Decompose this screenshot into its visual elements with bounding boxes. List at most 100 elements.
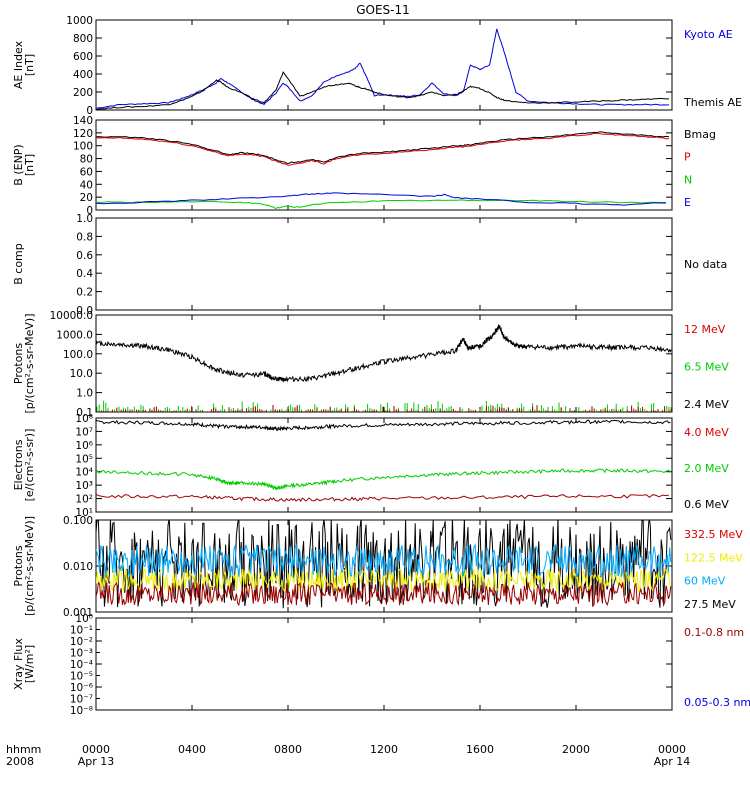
series-bmag [96, 131, 670, 165]
legend-entry: 2.0 MeV [684, 462, 729, 475]
legend-entry: 6.5 MeV [684, 361, 729, 374]
series-2-4-mev [96, 405, 672, 412]
ylabel: B (ENP)[nT] [12, 144, 36, 185]
ytick-label: 600 [73, 51, 93, 63]
ytick-label: 0.1 [76, 407, 93, 419]
legend-entry: 4.0 MeV [684, 426, 729, 439]
ylabel-line: [W/m²] [23, 645, 36, 683]
ytick-label: 10⁰ [75, 613, 93, 625]
panel-frame [95, 314, 673, 413]
ylabel-line: [p/(cm²-s-sr-MeV)] [23, 516, 36, 616]
legend-entry: Kyoto AE [684, 28, 733, 41]
panel-frame [95, 217, 673, 311]
panel-frame [95, 19, 673, 111]
ytick-label: 60 [80, 166, 93, 178]
ytick-label: 10⁶ [75, 440, 93, 452]
ylabel-line: [nT] [23, 154, 36, 176]
ylabel: Electrons[e/(cm²-s-sr)] [12, 429, 36, 502]
series-122-5-mev [96, 567, 672, 594]
ytick-label: 800 [73, 33, 93, 45]
ytick-label: 120 [73, 128, 93, 140]
ytick-label: 0.6 [76, 250, 93, 262]
ytick-label: 0.2 [76, 287, 93, 299]
series-27-5-mev [96, 581, 672, 608]
panel-4: 0.1 1.0 10.0 100.0 1000.0 10000.0 Protons[p/(c… [12, 310, 729, 419]
ylabel: AE Index[nT] [12, 40, 36, 89]
panel-3: 0.0 0.2 0.4 0.6 0.8 1.0 B comp No data [12, 213, 727, 317]
ylabel-line: Xray Flux [12, 638, 25, 690]
ytick-label: 200 [73, 87, 93, 99]
ytick-label: 1.0 [76, 213, 93, 225]
ytick-label: 0.0 [76, 305, 93, 317]
ytick-label: 10³ [75, 480, 93, 492]
footer-hhmm: hhmm [6, 743, 41, 756]
legend-entry: E [684, 196, 691, 209]
ylabel-line: AE Index [12, 40, 25, 89]
ytick-label: 100.0 [63, 349, 93, 361]
legend-entry: 60 MeV [684, 575, 726, 588]
ytick-label: 1000 [66, 15, 93, 27]
footer-year: 2008 [6, 755, 34, 768]
ytick-label: 10⁻⁶ [70, 682, 93, 694]
xtick-label: 1600 [466, 743, 494, 756]
legend-entry: 332.5 MeV [684, 528, 743, 541]
legend-entry: 0.05-0.3 nm [684, 696, 750, 709]
ylabel-line: Protons [12, 545, 25, 586]
ytick-label: 10⁻¹ [70, 625, 93, 637]
series-12-mev [96, 324, 672, 383]
ylabel: Protons[p/(cm²-s-sr-MeV)] [12, 314, 36, 414]
ytick-label: 0.8 [76, 231, 93, 243]
ytick-label: 0.100 [63, 515, 93, 527]
series-60-mev [96, 543, 672, 579]
ytick-label: 10⁴ [75, 467, 93, 479]
ytick-label: 10⁵ [75, 453, 93, 465]
panel-6: 0.001 0.010 0.100 Protons[p/(cm²-s-sr-MeV)]… [12, 515, 743, 619]
ytick-label: 0.001 [63, 607, 93, 619]
series-kyoto-ae [96, 28, 670, 109]
legend-entry: 12 MeV [684, 323, 726, 336]
ylabel-line: B (ENP) [12, 144, 25, 185]
xtick-label: 1200 [370, 743, 398, 756]
xtick-label: 2000 [562, 743, 590, 756]
legend-entry: 0.6 MeV [684, 498, 729, 511]
series-0-6-mev [96, 494, 669, 503]
ytick-label: 1.0 [76, 388, 93, 400]
ylabel: B comp [12, 243, 25, 285]
ytick-label: 20 [80, 192, 93, 204]
figure-title: GOES-11 [356, 3, 410, 17]
series-p [96, 132, 670, 166]
ytick-label: 400 [73, 69, 93, 81]
series-2-0-mev [96, 468, 671, 491]
ytick-label: 10¹ [75, 507, 93, 519]
legend-entry: No data [684, 258, 727, 271]
ylabel-line: Protons [12, 343, 25, 384]
ylabel-line: [p/(cm²-s-sr-MeV)] [23, 314, 36, 414]
xtick-date: Apr 14 [654, 755, 691, 768]
ytick-label: 0 [86, 205, 93, 217]
series-4-0-mev [96, 419, 671, 432]
legend-entry: 27.5 MeV [684, 598, 736, 611]
ytick-label: 10⁸ [75, 413, 93, 425]
xtick-label: 0000 [82, 743, 110, 756]
ytick-label: 10⁻³ [70, 648, 93, 660]
ylabel: Protons[p/(cm²-s-sr-MeV)] [12, 516, 36, 616]
ylabel-line: [nT] [23, 54, 36, 76]
ytick-label: 10.0 [70, 368, 93, 380]
ytick-label: 10² [75, 494, 93, 506]
ylabel: Xray Flux[W/m²] [12, 638, 36, 690]
ytick-label: 1000.0 [56, 329, 93, 341]
legend-entry: P [684, 151, 691, 164]
legend-entry: N [684, 173, 692, 186]
ytick-label: 10⁻² [70, 636, 93, 648]
legend-entry: 2.4 MeV [684, 398, 729, 411]
series-themis-ae [96, 71, 669, 110]
ytick-label: 40 [80, 179, 93, 191]
ytick-label: 10⁻⁷ [70, 694, 93, 706]
ytick-label: 80 [80, 154, 93, 166]
xtick-label: 0000 [658, 743, 686, 756]
